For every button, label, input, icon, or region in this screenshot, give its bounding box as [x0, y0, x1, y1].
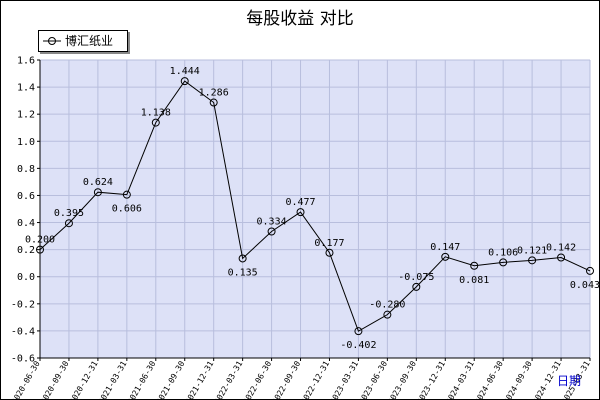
data-point	[64, 219, 73, 228]
data-label: 0.043	[570, 280, 600, 291]
data-label: 0.177	[314, 238, 344, 249]
y-tick-label: -0.6	[11, 354, 35, 365]
y-tick-label: 0.8	[17, 164, 35, 175]
data-label: 0.334	[257, 216, 287, 227]
y-tick-label: -0.2	[11, 299, 35, 310]
data-point	[557, 253, 566, 262]
x-tick-label: 2020-06-30	[10, 359, 42, 400]
data-label: 0.395	[54, 208, 84, 219]
plot-area	[40, 60, 590, 358]
data-label: 1.138	[141, 108, 171, 119]
y-tick-label: 0.0	[17, 272, 35, 283]
x-tick-label: 2023-09-30	[386, 359, 418, 400]
x-axis-label: 日期	[557, 374, 582, 388]
data-label: -0.280	[369, 300, 405, 311]
data-point	[180, 77, 189, 86]
x-tick-label: 2024-09-30	[502, 359, 534, 400]
data-point	[122, 190, 131, 199]
data-point	[296, 208, 305, 217]
data-label: 0.142	[546, 242, 576, 253]
y-tick-label: 1.0	[17, 137, 35, 148]
y-tick-label: 1.4	[17, 83, 35, 94]
data-point	[238, 254, 247, 263]
x-tick-label: 2021-03-31	[97, 359, 129, 400]
data-point	[93, 188, 102, 197]
legend: 博汇纸业	[38, 30, 128, 52]
x-tick-label: 2022-09-30	[270, 359, 302, 400]
data-label: 0.081	[459, 275, 489, 286]
data-label: 0.106	[488, 247, 518, 258]
data-label: 0.624	[83, 177, 113, 188]
x-tick-label: 2021-09-30	[155, 359, 187, 400]
data-point	[412, 282, 421, 291]
chart-title: 每股收益 对比	[246, 9, 354, 29]
data-label: 0.200	[25, 235, 55, 246]
x-tick-label: 2021-12-31	[184, 359, 216, 400]
data-label: 0.606	[112, 204, 142, 215]
data-point	[267, 227, 276, 236]
y-tick-label: 0.2	[17, 245, 35, 256]
x-tick-label: 2022-06-30	[241, 359, 273, 400]
x-tick-label: 2024-03-31	[444, 359, 476, 400]
data-point	[441, 252, 450, 261]
y-tick-label: -0.4	[11, 326, 35, 337]
x-tick-label: 2024-06-30	[473, 359, 505, 400]
data-point	[354, 327, 363, 336]
x-tick-label: 2023-12-31	[415, 359, 447, 400]
data-label: 0.147	[430, 242, 460, 253]
x-tick-label: 2023-03-31	[328, 359, 360, 400]
data-label: 0.121	[517, 245, 547, 256]
data-point	[151, 118, 160, 127]
x-tick-label: 2020-12-31	[68, 359, 100, 400]
data-label: 0.135	[228, 267, 258, 278]
x-tick-label: 2022-12-31	[299, 359, 331, 400]
legend-marker-icon	[43, 37, 61, 45]
data-label: 1.286	[199, 88, 229, 99]
y-tick-label: 1.2	[17, 110, 35, 121]
data-label: 1.444	[170, 66, 200, 77]
x-tick-label: 2021-06-30	[126, 359, 158, 400]
legend-label: 博汇纸业	[65, 34, 114, 48]
y-tick-label: 1.6	[17, 56, 35, 67]
data-point	[36, 245, 44, 254]
y-tick-label: 0.4	[17, 218, 35, 229]
data-point	[499, 258, 508, 267]
x-tick-label: 2023-06-30	[357, 359, 389, 400]
y-tick-label: 0.6	[17, 191, 35, 202]
data-point	[325, 248, 334, 257]
data-point	[586, 266, 594, 275]
data-point	[209, 98, 218, 107]
x-tick-label: 2020-09-30	[39, 359, 71, 400]
data-point	[470, 261, 479, 270]
data-label: 0.477	[285, 197, 315, 208]
data-point	[383, 310, 392, 319]
data-point	[528, 256, 537, 265]
data-label: -0.075	[398, 272, 434, 283]
series-line	[39, 80, 591, 332]
data-label: -0.402	[340, 340, 376, 351]
x-tick-label: 2022-03-31	[212, 359, 244, 400]
